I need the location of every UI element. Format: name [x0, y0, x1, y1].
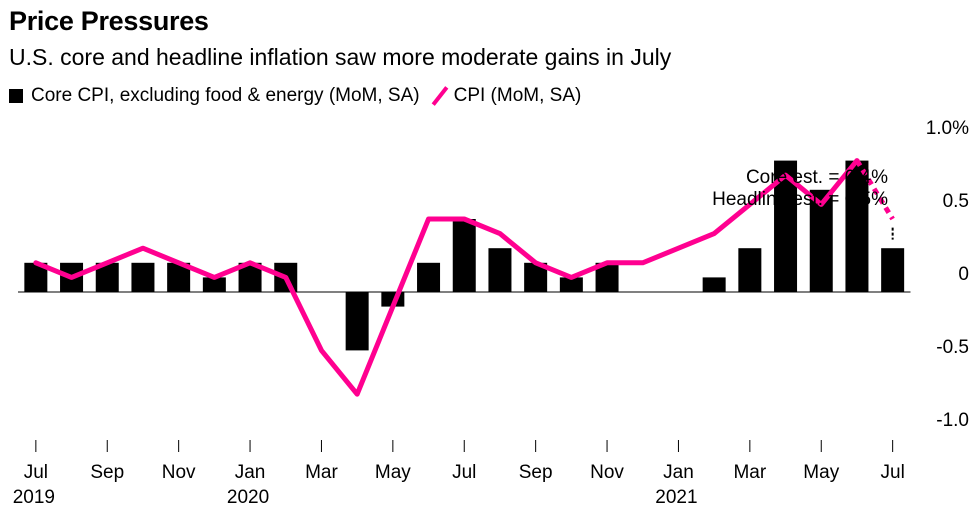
core-bar [774, 160, 798, 292]
y-tick-label: -0.5 [936, 337, 969, 358]
core-bar [202, 277, 226, 292]
x-axis: Jul 2019 Sep Nov Jan 2020 Mar May Jul Sep Nov Jan 20… [13, 440, 905, 508]
legend-label-core: Core CPI, excluding food & energy (MoM, … [31, 85, 420, 106]
chart-title: Price Pressures [9, 6, 209, 36]
headline-estimate-segment [854, 159, 895, 221]
x-tick-label: Jul [881, 462, 905, 483]
x-tick-label: Sep [519, 462, 553, 483]
headline-line-layer [33, 158, 895, 397]
x-tick-label: Nov [162, 462, 196, 483]
chart-subtitle: U.S. core and headline inflation saw mor… [9, 44, 672, 70]
x-tick-year: 2019 [13, 487, 55, 508]
x-tick-label: Jan [663, 462, 694, 483]
core-bar [881, 248, 905, 292]
core-bar [702, 277, 726, 292]
annotations: Core est. = 0.4%Headline est. = 0.5% [712, 167, 888, 210]
core-bar [131, 262, 155, 292]
core-bar [595, 262, 619, 292]
legend: Core CPI, excluding food & energy (MoM, … [9, 85, 593, 107]
x-tick-year: 2020 [227, 487, 269, 508]
core-bar [488, 248, 512, 292]
x-tick-label: Mar [733, 462, 766, 483]
legend-swatch-core [9, 89, 23, 103]
y-tick-label: 0 [958, 264, 969, 285]
y-tick-label: 0.5 [943, 191, 969, 212]
y-tick-label: 1.0% [926, 118, 969, 139]
core-bar [24, 262, 48, 292]
core-estimate-annotation: Core est. = 0.4% [746, 167, 888, 188]
core-bar [95, 262, 119, 292]
legend-item-core: Core CPI, excluding food & energy (MoM, … [9, 85, 420, 107]
core-bar [559, 277, 583, 292]
x-tick-label: Jan [235, 462, 266, 483]
x-tick-label: Jul [24, 462, 48, 483]
core-bar [167, 262, 191, 292]
legend-label-headline: CPI (MoM, SA) [453, 85, 582, 106]
core-bar [417, 262, 441, 292]
legend-item-headline: CPI (MoM, SA) [432, 85, 582, 107]
headline-line [33, 158, 860, 397]
core-bar [845, 160, 869, 292]
core-bar [345, 292, 369, 351]
core-bar [524, 262, 548, 292]
y-axis: 1.0% 0.5 0 -0.5 -1.0 [926, 118, 969, 431]
x-tick-label: May [375, 462, 411, 483]
core-bar [809, 189, 833, 292]
x-tick-label: Sep [90, 462, 124, 483]
x-tick-year: 2021 [655, 487, 697, 508]
core-bar [738, 248, 762, 292]
y-tick-label: -1.0 [936, 410, 969, 431]
core-bar [452, 219, 476, 292]
x-tick-label: May [803, 462, 839, 483]
x-tick-label: Mar [305, 462, 338, 483]
headline-estimate-annotation: Headline est. = 0.5% [712, 189, 888, 210]
x-tick-label: Nov [590, 462, 624, 483]
core-bar [238, 262, 262, 292]
x-tick-label: Jul [452, 462, 476, 483]
